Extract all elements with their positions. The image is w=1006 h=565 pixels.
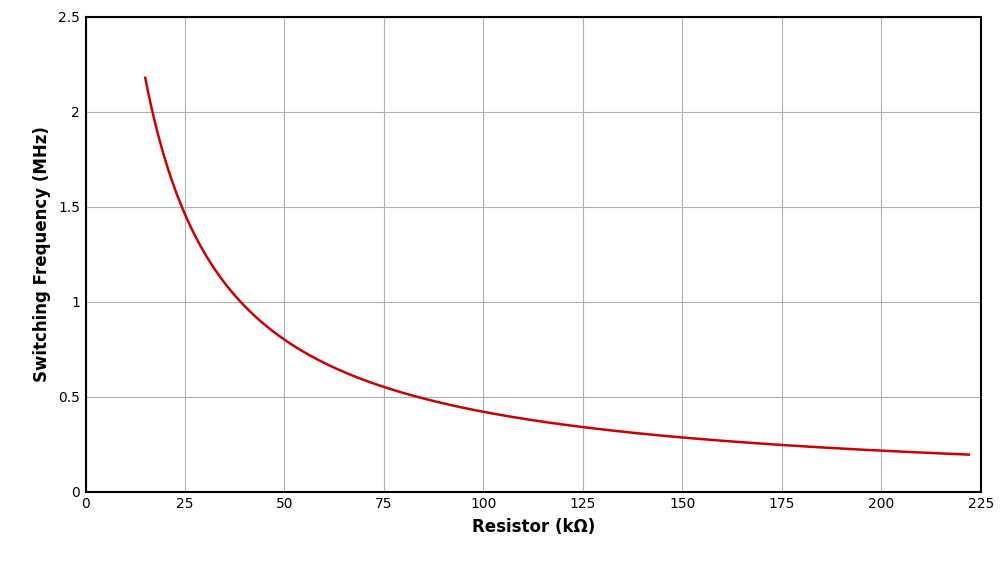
Y-axis label: Switching Frequency (MHz): Switching Frequency (MHz) [33, 127, 51, 382]
X-axis label: Resistor (kΩ): Resistor (kΩ) [472, 518, 595, 536]
